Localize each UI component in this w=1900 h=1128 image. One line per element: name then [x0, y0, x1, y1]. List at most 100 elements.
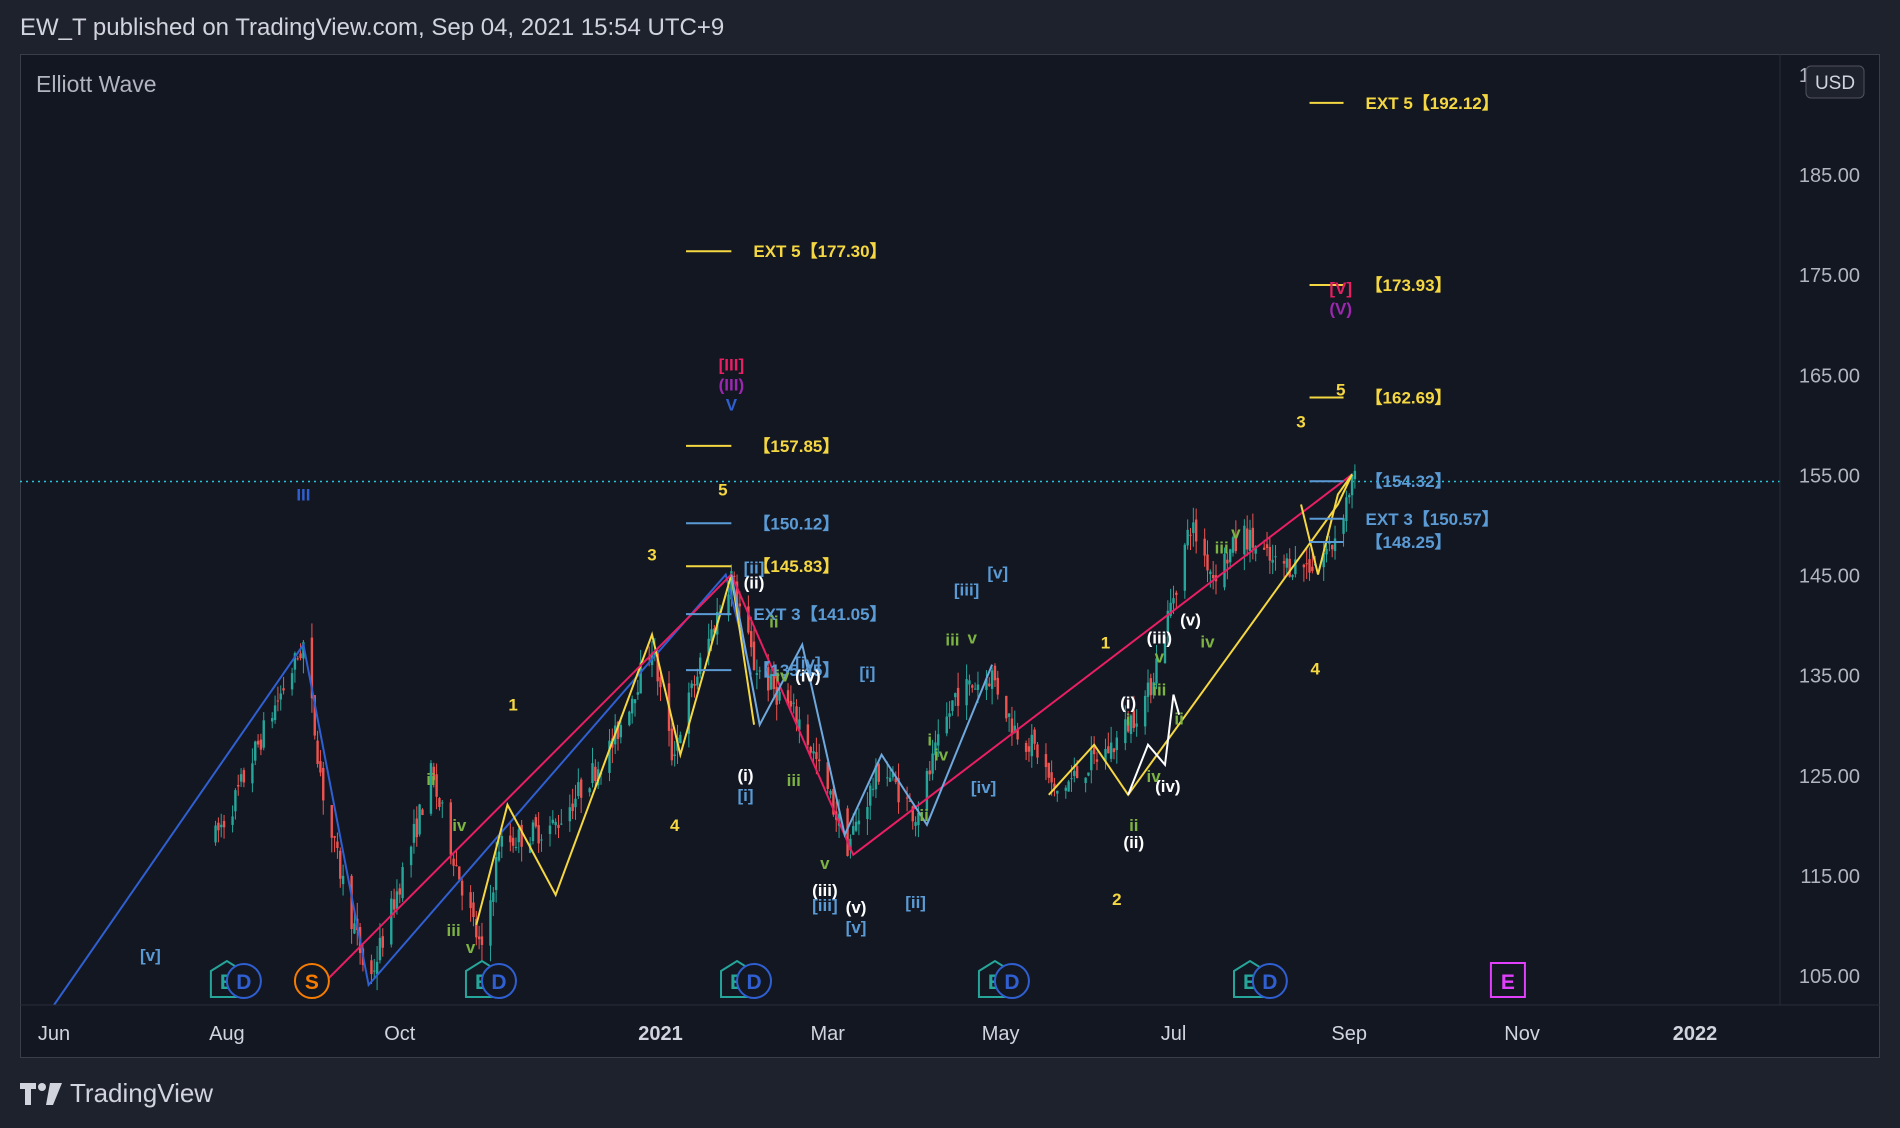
event-marker-d[interactable]: D: [225, 963, 262, 999]
time-axis[interactable]: Jun Aug Oct 2021 Mar May Jul Sep Nov 2022: [38, 1023, 1717, 1045]
event-marker-d[interactable]: D: [993, 963, 1030, 999]
candle-body: [577, 782, 580, 797]
candle-body: [509, 835, 512, 843]
chart-panel[interactable]: [20, 54, 1880, 1058]
candle-body: [1104, 748, 1107, 762]
candle-body: [619, 725, 623, 738]
candle-body: [557, 824, 560, 829]
candle-body: [1016, 728, 1019, 740]
candle-body: [1092, 745, 1096, 755]
candle-body: [350, 875, 353, 930]
candle-body: [398, 888, 401, 895]
candle-body: [293, 653, 297, 670]
candle-body: [1294, 559, 1297, 575]
earnings-upcoming-icon[interactable]: [1489, 962, 1526, 998]
event-marker-e[interactable]: E: [1489, 962, 1526, 998]
split-icon[interactable]: [293, 963, 330, 999]
candle-body: [1064, 787, 1067, 791]
fib-targets: EXT 5【177.30】【157.85】【150.12】【145.83】 EXT…: [686, 93, 1499, 680]
candle-body: [497, 851, 501, 861]
dividend-icon[interactable]: [225, 963, 262, 999]
candle-body: [412, 824, 416, 843]
candle-body: [747, 606, 750, 633]
event-marker-d[interactable]: D: [1251, 963, 1288, 999]
wave-label: 2: [1112, 890, 1121, 909]
candle-body: [752, 641, 756, 671]
time-tick-label: Jun: [38, 1023, 70, 1045]
candle-body: [534, 817, 538, 827]
candle-body: [1036, 744, 1039, 758]
candle-body: [554, 821, 557, 826]
candle-body: [520, 824, 523, 847]
candle-body: [234, 790, 237, 812]
candle-body: [415, 818, 418, 838]
plot-area[interactable]: EXT 5【177.30】【157.85】【150.12】【145.83】 EXT…: [20, 93, 1780, 1025]
dividend-icon[interactable]: [480, 963, 517, 999]
candle-body: [874, 765, 878, 790]
candle-body: [1169, 602, 1172, 616]
event-marker-d[interactable]: D: [736, 963, 773, 999]
event-markers[interactable]: EDSEDEDEDEDE: [209, 959, 1526, 999]
footer: TradingView: [20, 1078, 213, 1109]
wave-label: [iv]: [795, 654, 821, 673]
candle-body: [1163, 636, 1167, 664]
candle-body: [1353, 470, 1357, 480]
wave-line-cyan: [730, 574, 994, 838]
wave-label: [v]: [846, 918, 867, 937]
candle-body: [1206, 554, 1209, 571]
candle-body: [409, 846, 413, 866]
wave-label: iii: [945, 631, 959, 650]
wave-label: 4: [1310, 660, 1320, 679]
candle-body: [917, 812, 920, 826]
candle-body: [500, 836, 504, 847]
target-label: 【154.32】: [1366, 471, 1452, 491]
candle-body: [259, 739, 263, 750]
candle-body: [954, 693, 957, 698]
candle-body: [849, 838, 852, 851]
dividend-icon[interactable]: [993, 963, 1030, 999]
price-tick-label: 125.00: [1799, 766, 1860, 788]
candle-body: [639, 662, 642, 694]
currency-badge[interactable]: [1805, 65, 1865, 99]
dividend-icon[interactable]: [1251, 963, 1288, 999]
candle-body: [1024, 742, 1028, 752]
candle-body: [540, 839, 543, 841]
wave-label: ii: [426, 770, 435, 789]
candle-body: [214, 825, 217, 843]
candle-body: [971, 685, 974, 688]
candle-body: [421, 809, 424, 815]
candle-body: [1345, 497, 1348, 521]
candle-body: [1013, 725, 1016, 733]
candle-body: [1268, 546, 1272, 561]
wave-label: ii: [1129, 816, 1138, 835]
candle-body: [1115, 737, 1119, 751]
candle-body: [571, 803, 574, 812]
wave-label: [ii]: [744, 559, 765, 578]
event-marker-s[interactable]: S: [293, 963, 330, 999]
candle-body: [1271, 559, 1274, 563]
candle-body: [772, 671, 776, 689]
wave-label: iv: [452, 816, 467, 835]
price-axis[interactable]: 185.00 175.00 165.00 155.00 145.00 135.00 125.…: [1799, 65, 1865, 988]
candle-body: [990, 670, 994, 689]
dividend-icon[interactable]: [736, 963, 773, 999]
candle-body: [948, 713, 951, 717]
candle-body: [1282, 561, 1286, 564]
candle-body: [1322, 552, 1325, 568]
candle-body: [832, 788, 835, 815]
candle-body: [1033, 729, 1036, 744]
event-marker-d[interactable]: D: [480, 963, 517, 999]
candle-body: [1047, 762, 1050, 778]
price-tick-label: 135.00: [1799, 666, 1860, 688]
wave-label: ii: [1174, 710, 1183, 729]
candle-body: [1050, 772, 1053, 783]
event-letter: D: [236, 971, 251, 994]
candle-body: [911, 806, 914, 822]
time-tick-label: Sep: [1331, 1023, 1367, 1045]
candle-body: [279, 693, 282, 700]
time-tick-label: Jul: [1161, 1023, 1187, 1045]
candle-body: [826, 762, 829, 789]
candle-body: [1209, 571, 1212, 574]
wave-label: [i]: [859, 664, 875, 683]
